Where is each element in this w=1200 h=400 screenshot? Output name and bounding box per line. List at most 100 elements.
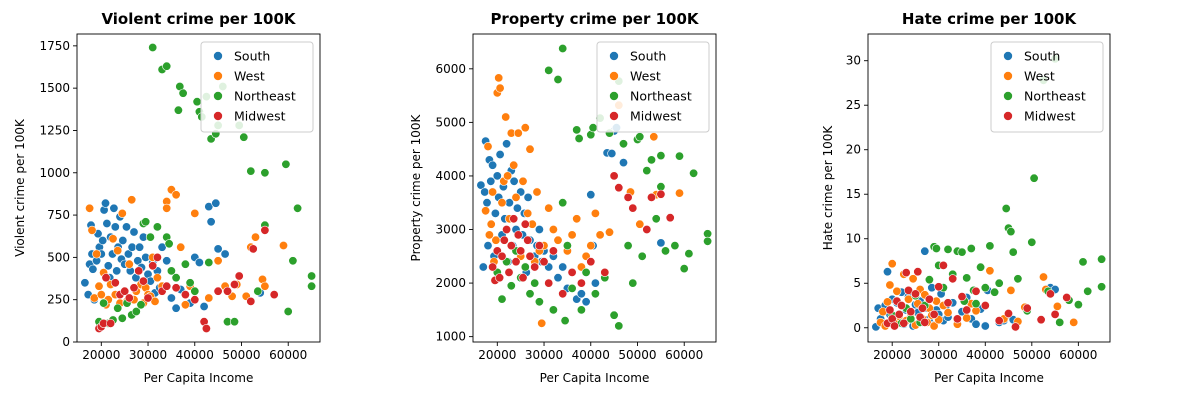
data-point (1029, 173, 1039, 183)
data-point (628, 203, 638, 213)
property-series-south (476, 123, 666, 307)
data-point (1073, 300, 1083, 310)
data-point (171, 303, 181, 313)
data-point (173, 105, 183, 115)
y-tick-label: 5 (853, 276, 861, 290)
y-tick-label: 2000 (435, 276, 466, 290)
data-point (917, 303, 927, 313)
data-point (908, 274, 918, 284)
data-point (523, 192, 533, 202)
data-point (548, 225, 558, 235)
data-point (131, 306, 141, 316)
legend-label-south: South (1024, 49, 1060, 64)
y-tick-label: 4000 (435, 169, 466, 183)
data-point (512, 203, 522, 213)
data-point (962, 313, 972, 323)
data-point (649, 132, 659, 142)
data-point (534, 241, 544, 251)
data-point (178, 88, 188, 98)
data-point (171, 283, 181, 293)
data-point (102, 219, 112, 229)
data-point (180, 290, 190, 300)
data-point (162, 203, 172, 213)
data-point (513, 230, 523, 240)
legend-label-midwest: Midwest (630, 109, 682, 124)
legend-marker-west (213, 71, 223, 81)
data-point (562, 241, 572, 251)
violent-chart-title: Violent crime per 100K (101, 10, 296, 28)
data-point (501, 112, 511, 122)
data-point (223, 286, 233, 296)
data-point (230, 317, 240, 327)
data-point (1045, 289, 1055, 299)
data-point (1078, 257, 1088, 267)
legend-marker-west (609, 71, 619, 81)
data-point (278, 241, 288, 251)
data-point (1069, 317, 1079, 327)
data-point (190, 208, 200, 218)
data-point (506, 281, 516, 291)
data-point (530, 278, 540, 288)
data-point (530, 262, 540, 272)
legend-label-west: West (630, 69, 661, 84)
data-point (124, 293, 134, 303)
data-point (520, 219, 530, 229)
data-point (148, 42, 158, 52)
data-point (976, 262, 986, 272)
data-point (576, 305, 586, 315)
property-chart-title: Property crime per 100K (490, 10, 699, 28)
data-point (544, 278, 554, 288)
legend-marker-northeast (1003, 91, 1013, 101)
legend-label-west: West (234, 69, 265, 84)
data-point (1036, 315, 1046, 325)
data-point (896, 300, 906, 310)
legend-box (200, 41, 314, 133)
data-point (180, 259, 190, 269)
data-point (567, 283, 577, 293)
data-point (1006, 227, 1016, 237)
x-tick-label: 40000 (572, 348, 610, 362)
data-point (572, 125, 582, 135)
data-point (230, 279, 240, 289)
data-point (141, 217, 151, 227)
x-tick-label: 50000 (222, 348, 260, 362)
data-point (488, 262, 498, 272)
y-tick-label: 6000 (435, 62, 466, 76)
data-point (486, 176, 496, 186)
data-point (190, 295, 200, 305)
x-tick-label: 30000 (525, 348, 563, 362)
data-point (901, 268, 911, 278)
data-point (635, 132, 645, 142)
legend-box (596, 41, 710, 133)
data-point (143, 293, 153, 303)
data-point (103, 261, 113, 271)
data-point (1097, 254, 1107, 264)
data-point (486, 219, 496, 229)
data-point (1083, 286, 1093, 296)
data-point (497, 251, 507, 261)
data-point (80, 278, 90, 288)
violent-crime-panel: Violent crime per 100K 20000 30000 40000 500… (13, 10, 321, 385)
hate-plot-frame (867, 33, 1111, 343)
data-point (152, 273, 162, 283)
data-point (491, 235, 501, 245)
data-point (924, 294, 934, 304)
data-point (581, 297, 591, 307)
data-point (127, 242, 137, 252)
data-point (674, 151, 684, 161)
y-tick-label: 250 (47, 293, 70, 307)
data-point (553, 235, 563, 245)
data-point (504, 267, 514, 277)
data-point (920, 246, 930, 256)
hate-x-axis-label: Per Capita Income (934, 371, 1044, 385)
data-point (88, 264, 98, 274)
data-point (980, 283, 990, 293)
data-point (642, 225, 652, 235)
data-point (213, 286, 223, 296)
data-point (656, 238, 666, 248)
data-point (248, 244, 258, 254)
legend-marker-midwest (1003, 111, 1013, 121)
data-point (288, 256, 298, 266)
data-point (476, 180, 486, 190)
data-point (516, 246, 526, 256)
